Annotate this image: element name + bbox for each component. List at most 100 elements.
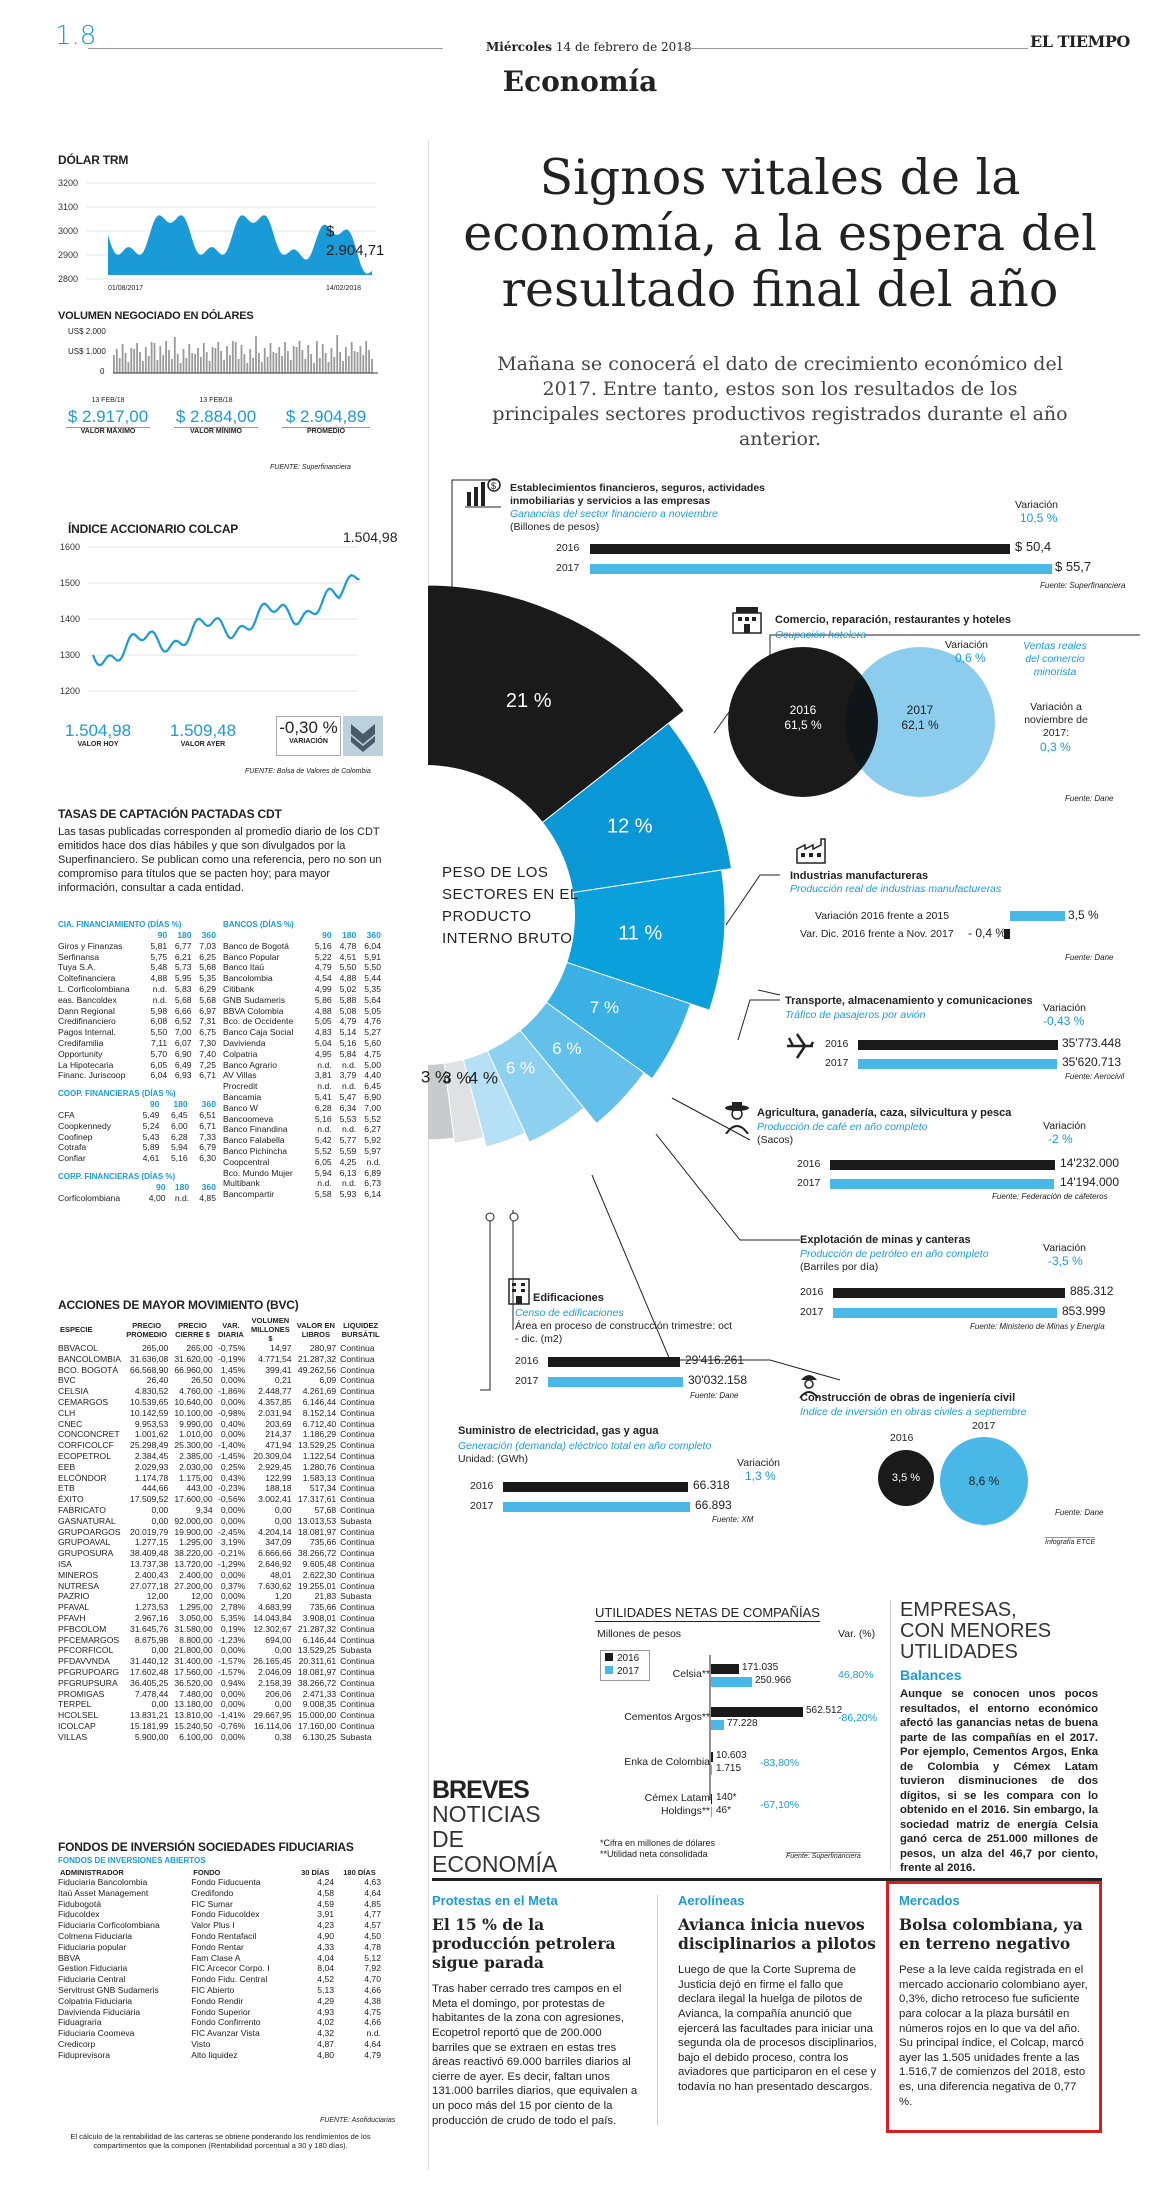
com-ventas-var: 0,3 % xyxy=(1040,740,1071,754)
com-var: 0,6 % xyxy=(955,651,986,665)
table-row: Fiduciaria Coomeva FIC Avanzar Vista 4,32 n… xyxy=(58,2028,381,2039)
page-number: 1.8 xyxy=(55,21,97,51)
table-row: Servitrust GNB Sudameris FIC Abierto 5,13 4… xyxy=(58,1984,381,1995)
ind-row2: Var. Dic. 2016 frente a Nov. 2017 xyxy=(800,928,954,940)
leader-agr xyxy=(671,1097,751,1141)
colcap-var: -0,30 % VARIACIÓN xyxy=(276,716,341,756)
cdt-banks-title: BANCOS (DÍAS %) xyxy=(223,920,294,929)
util-legend: 2016 2017 xyxy=(600,1650,650,1681)
fondos-title: FONDOS DE INVERSIÓN SOCIEDADES FIDUCIARI… xyxy=(58,1840,354,1854)
pie-label: 12 % xyxy=(607,815,653,837)
table-row: Financ. Juriscoop 6,04 6,93 6,71 xyxy=(58,1070,216,1081)
ele-unit: Unidad: (GWh) xyxy=(458,1453,529,1465)
table-row: Colpatria 4,95 5,84 4,75 xyxy=(223,1048,381,1059)
dolar-stats: 13 FEB/18 $ 2.917,00 VALOR MÁXIMO 13 FEB… xyxy=(58,397,378,449)
ele-var-label: Variación xyxy=(737,1457,780,1469)
table-row: Bancamia 5,41 5,47 6,90 xyxy=(223,1091,381,1102)
table-row: PAZRIO 12,00 12,00 0,00% 1,20 21,83 Subasta xyxy=(58,1591,372,1602)
dolar-ytick: 3000 xyxy=(58,226,78,236)
min-var: -3,5 % xyxy=(1048,1254,1083,1268)
dolar-chart-svg: 3200 3100 3000 2900 2800 xyxy=(58,178,376,284)
table-row: Dann Regional 5,98 6,66 6,97 xyxy=(58,1005,216,1016)
table-row: eas. Bancoldex n.d. 5,68 5,68 xyxy=(58,994,216,1005)
fin-v1: $ 50,4 xyxy=(1015,539,1052,554)
farmer-icon xyxy=(720,1100,754,1135)
main-intro: Mañana se conocerá el dato de crecimient… xyxy=(492,353,1068,450)
building-icon xyxy=(505,1275,533,1305)
down-chevron-icon xyxy=(343,716,383,756)
util-var-header: Var. (%) xyxy=(838,1628,876,1640)
cdt-banks-rows: 90 180 360 Banco de Bogotá 5,16 4,78 6,04 Banco… xyxy=(223,930,381,1200)
edi-v1: 29'416.261 xyxy=(685,1353,745,1367)
tra-var: -0,43 % xyxy=(1043,1014,1085,1028)
agr-v1: 14'232.000 xyxy=(1060,1156,1120,1170)
pie-infographic: 21 %12 %11 %7 %6 %6 %4 %3 %3 % xyxy=(420,460,1140,1391)
table-row: Fiduagraria Fondo Confirrento 4,02 4,66 xyxy=(58,2017,381,2028)
edi-sub: Censo de edificaciones xyxy=(515,1307,624,1319)
pie-label: 6 % xyxy=(506,1059,535,1078)
ind-source: Fuente: Dane xyxy=(1065,953,1114,962)
min-v1: 885.312 xyxy=(1070,1284,1114,1298)
table-row: BBVACOL 265,00 265,00 -0,75% 14,97 280,97 Cont… xyxy=(58,1343,375,1353)
tra-v1: 35'773.448 xyxy=(1062,1036,1122,1050)
volume-title: VOLUMEN NEGOCIADO EN DÓLARES xyxy=(58,310,254,322)
ele-source: Fuente: XM xyxy=(712,1515,754,1524)
table-row: BVC 26,40 26,50 0,00% 0,21 6,09 Continua xyxy=(58,1375,375,1386)
ele-y2: 2017 xyxy=(470,1500,494,1512)
table-row: ICOLCAP 15.181,99 15.240,50 -0,76% 16.114,06… xyxy=(58,1720,375,1731)
agr-v2: 14'194.000 xyxy=(1060,1175,1120,1189)
edi-bar-2017 xyxy=(548,1377,683,1387)
util-title: UTILIDADES NETAS DE COMPAÑÍAS xyxy=(595,1605,820,1623)
table-row: Banco Finandina n.d. n.d. 6,27 xyxy=(223,1124,381,1135)
ind-v2: - 0,4 % xyxy=(968,926,1007,940)
agr-sub: Producción de café en año completo xyxy=(757,1121,928,1133)
column-divider xyxy=(428,140,429,2170)
com-var-label: Variación xyxy=(945,639,988,651)
agr-unit: (Sacos) xyxy=(757,1134,794,1146)
vol-tick-3: 0 xyxy=(100,367,105,376)
table-row: CELSIA 4.830,52 4.760,00 -1,86% 2.448,77 4.26… xyxy=(58,1386,375,1397)
table-row: Banco Popular 5,22 4,51 5,91 xyxy=(223,951,381,962)
com-ventas-var-label: Variación a noviembre de 2017: xyxy=(1024,701,1088,740)
com-sub: Ocupación hotelera xyxy=(775,629,867,641)
news-item-meta: Protestas en el Meta El 15 % de la produ… xyxy=(432,1893,638,2127)
empresas-sub: Balances xyxy=(900,1667,962,1683)
min-y1: 2016 xyxy=(800,1286,824,1298)
table-row: PFAVAL 1.273,53 1.295,00 2,78% 4.683,99 735,6… xyxy=(58,1602,375,1613)
min-v2: 853.999 xyxy=(1062,1304,1106,1318)
leader-ind xyxy=(725,874,780,926)
util-row-celsia: Celsia** 171.035 250.966 46,80% xyxy=(672,1662,874,1687)
table-row: Fiduprevisora Alto liquidez 4,80 4,79 xyxy=(58,2049,381,2060)
cdt-intro: Las tasas publicadas corresponden al pro… xyxy=(58,826,382,894)
table-row: PFCEMARGOS 8.675,98 8.800,00 -1,23% 694,00 6.… xyxy=(58,1634,375,1645)
empresas-title: EMPRESAS, CON MENORES UTILIDADES xyxy=(900,1599,1052,1663)
leader-min xyxy=(655,1133,800,1241)
table-row: PFDAVVNDA 31.440,12 31.400,00 -1,57% 26.165,… xyxy=(58,1656,375,1667)
util-row-enka: Enka de Colombia 10.603 1.715 -83,80% xyxy=(624,1750,800,1775)
stat-avg: $ 2.904,89 PROMEDIO xyxy=(274,397,378,437)
ele-sub: Generación (demanda) eléctrico total en … xyxy=(458,1440,712,1452)
table-row: BBVA Fam Clase A 4,04 5,12 xyxy=(58,1952,381,1963)
store-icon xyxy=(730,605,764,635)
empresas-rule xyxy=(890,1600,891,1870)
fin-var-label: Variación xyxy=(1015,499,1058,511)
tra-sub: Tráfico de pasajeros por avión xyxy=(785,1009,926,1021)
util-source: Fuente: Superfinanciera xyxy=(786,1852,861,1860)
table-row: Fiduciaria popular Fondo Rentar 4,33 4,78 xyxy=(58,1941,381,1952)
table-row: Giros y Finanzas 5,81 6,77 7,03 xyxy=(58,940,216,951)
table-row: Banco Agrario n.d. n.d. 5,00 xyxy=(223,1059,381,1070)
table-row: Tuya S.A. 5,48 5,73 5,68 xyxy=(58,962,216,973)
dolar-ytick: 3100 xyxy=(58,202,78,212)
table-row: Citibank 4,99 5,02 5,35 xyxy=(223,983,381,994)
leader-ind2 xyxy=(757,989,781,996)
section-title: Economía xyxy=(502,65,658,98)
table-row: PFBCOLOM 31.645,76 31.580,00 0,19% 12.302,67… xyxy=(58,1623,375,1634)
table-row: CNEC 9.953,53 9.990,00 0,40% 203,69 6.712,40 C… xyxy=(58,1418,375,1429)
cdt-banks-table: BANCOS (DÍAS %) 90 180 360 Banco de Bogotá 5… xyxy=(223,920,383,1200)
fondos-source: FUENTE: Asofiduciarias xyxy=(320,2117,396,2124)
table-row: Bco. de Occidente 5,05 4,79 4,76 xyxy=(223,1016,381,1027)
tra-bar-2017 xyxy=(858,1059,1057,1069)
table-row: ELCÓNDOR 1.174,78 1.175,00 0,43% 122,99 1.583… xyxy=(58,1472,375,1483)
header-rule-2 xyxy=(678,48,1028,49)
fin-v2: $ 55,7 xyxy=(1055,559,1092,574)
